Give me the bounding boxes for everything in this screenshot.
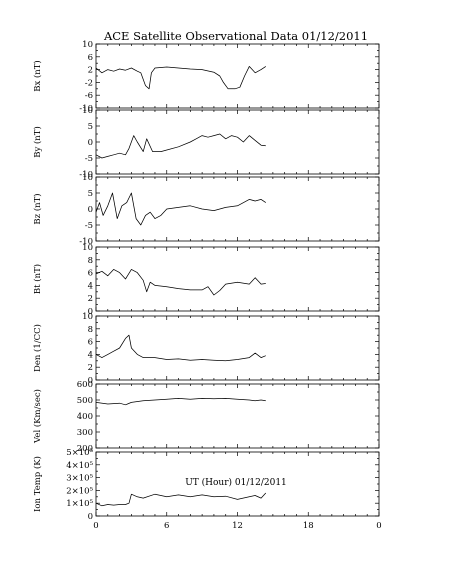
panel-2: 10 5 0 -5 -10 Bz (nT)	[32, 173, 380, 247]
panel-frame	[95, 246, 380, 312]
y-axis-label: Bt (nT)	[32, 264, 43, 294]
x-tick-label: 0	[376, 521, 381, 531]
y-tick-label: 2	[88, 66, 93, 76]
panel-frame	[95, 315, 380, 381]
y-axis-label: Vel (Km/sec)	[32, 389, 43, 444]
y-tick-label: 1×10⁵	[66, 499, 93, 509]
y-tick-label: -10	[79, 237, 93, 247]
y-tick-label: -5	[85, 221, 93, 231]
panel-5: 600 500 400 300 200 Vel (Km/sec)	[32, 380, 380, 454]
y-tick-label: 8	[88, 256, 93, 266]
y-tick-label: 10	[82, 243, 93, 253]
y-axis-label: By (nT)	[32, 126, 43, 158]
x-tick-label: 6	[164, 521, 169, 531]
y-axis-label: Den (1/CC)	[32, 324, 43, 372]
y-axis-label: Ion Temp (K)	[32, 456, 43, 512]
y-tick-label: 10	[82, 106, 93, 116]
panel-frame	[95, 176, 380, 242]
y-tick-label: -5	[85, 154, 93, 164]
y-tick-label: 4	[88, 350, 93, 360]
y-tick-label: 5	[88, 189, 93, 199]
y-tick-label: 6	[88, 269, 93, 279]
y-tick-label: -10	[79, 170, 93, 180]
panel-4: 10 8 6 4 2 0 Den (1/CC)	[32, 312, 380, 386]
y-tick-label: 0	[88, 205, 93, 215]
y-tick-label: 2	[88, 294, 93, 304]
panel-6: 5×10⁵ 4×10⁵ 3×10⁵ 2×10⁵ 1×10⁵ 0 Ion Temp (K)	[32, 448, 380, 522]
panels-group: 10 6 2 -2 -6 -10 Bx (nT) 10 5 0 -5 -10 By (nT) 10 5 0 -5…	[32, 40, 380, 522]
panel-1: 10 5 0 -5 -10 By (nT)	[32, 106, 380, 180]
y-tick-label: 6	[88, 338, 93, 348]
y-tick-label: 400	[77, 412, 93, 422]
series-line	[95, 492, 267, 507]
series-line	[95, 133, 266, 159]
y-axis-label: Bx (nT)	[32, 60, 43, 92]
y-tick-label: 500	[77, 396, 93, 406]
y-tick-label: 10	[82, 312, 93, 322]
y-tick-label: 0	[88, 307, 93, 317]
y-tick-label: 600	[77, 380, 93, 390]
series-line	[95, 334, 266, 362]
y-tick-label: 0	[88, 512, 93, 522]
y-axis-label: Bz (nT)	[32, 193, 43, 224]
panel-frame	[95, 383, 380, 449]
x-tick-label: 0	[93, 521, 98, 531]
y-tick-label: 4×10⁵	[66, 461, 93, 471]
panel-frame	[95, 109, 380, 175]
x-tick-label: 12	[232, 521, 243, 531]
panel-frame	[95, 43, 380, 109]
y-tick-label: 4	[88, 281, 93, 291]
y-tick-label: 8	[88, 325, 93, 335]
x-axis-labels: 0 6 12 18 0	[93, 521, 381, 531]
y-tick-label: 5×10⁵	[66, 448, 93, 458]
y-tick-label: 0	[88, 376, 93, 386]
series-line	[95, 66, 267, 90]
y-tick-label: -2	[85, 78, 93, 88]
y-tick-label: 2	[88, 363, 93, 373]
y-tick-label: 300	[77, 428, 93, 438]
y-tick-label: 6	[88, 53, 93, 63]
series-line	[95, 192, 267, 226]
y-tick-label: -6	[85, 91, 93, 101]
y-tick-label: 10	[82, 40, 93, 50]
series-line	[95, 398, 266, 406]
panel-0: 10 6 2 -2 -6 -10 Bx (nT)	[32, 40, 380, 114]
chart-title: ACE Satellite Observational Data 01/12/2…	[103, 29, 368, 43]
y-tick-label: 3×10⁵	[66, 474, 93, 484]
y-tick-label: 0	[88, 138, 93, 148]
x-tick-label: 18	[303, 521, 314, 531]
y-tick-label: 2×10⁵	[66, 486, 93, 496]
y-tick-label: 5	[88, 122, 93, 132]
y-tick-label: 200	[77, 444, 93, 454]
series-line	[95, 269, 266, 296]
y-tick-label: 10	[82, 173, 93, 183]
y-tick-label: -10	[79, 104, 93, 114]
panel-3: 10 8 6 4 2 0 Bt (nT)	[32, 243, 380, 317]
x-axis-label: UT (Hour) 01/12/2011	[185, 477, 287, 488]
